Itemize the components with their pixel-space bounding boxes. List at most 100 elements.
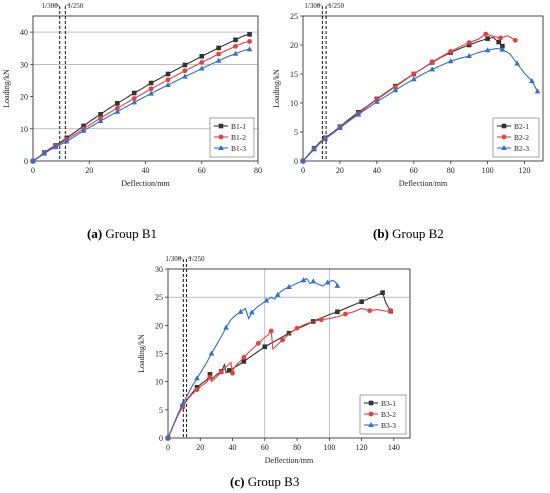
x-tick-label: 120 [519,166,531,175]
chart-b2-svg: 0 20 40 60 80 100 120 0 5 10 15 20 25 Deflection/mm Lo… [272,2,544,188]
data-point-b2-3 [484,47,491,53]
data-point-b2-2 [392,84,398,90]
x-tick-label: 0 [166,443,170,452]
data-point-b3-1 [227,368,232,373]
series-b1-2 [30,39,252,164]
caption-b3: (c) Group B3 [230,474,299,490]
series-b1-3 [30,46,253,163]
data-point-b3-3 [208,350,215,356]
data-point-b1-3 [148,90,154,96]
x-tick-label: 60 [410,166,418,175]
data-point-b3-3 [263,297,270,303]
legend-marker-b3-1 [368,400,374,406]
y-tick-label: 5 [294,128,298,137]
data-point-b2-2 [498,35,503,41]
x-tick-label: 120 [356,443,368,452]
y-tick-label: 0 [294,157,298,166]
y-tick-label: 20 [290,41,298,50]
chart-b3-svg: 0 20 40 60 80 100 120 140 0 5 10 15 20 25 30 Deflection… [137,255,411,465]
x-tick-label: 0 [31,166,35,175]
data-point-b1-3 [198,65,205,71]
data-point-b2-2 [448,48,454,54]
data-point-b1-2 [148,86,154,92]
data-point-b3-3 [165,435,171,440]
data-point-b3-2 [241,355,247,360]
data-point-b3-3 [334,282,341,288]
series-b3-3 [165,277,341,440]
series-b1-1 [30,32,252,164]
data-point-b2-1 [485,36,490,41]
data-point-b3-3 [286,284,292,290]
data-point-b1-1 [165,71,171,77]
data-point-b3-1 [262,344,268,350]
data-point-b3-3 [249,309,255,315]
y-tick-label: 30 [155,265,163,274]
data-point-b3-2 [388,308,394,314]
chart-panel-b3: 0 20 40 60 80 100 120 140 0 5 10 15 20 25 30 Deflection… [130,252,420,493]
data-point-b2-3 [355,111,362,117]
data-point-b1-2 [131,96,137,101]
y-tick-label: 15 [155,350,163,359]
data-point-b2-3 [392,87,399,93]
x-tick-label: 140 [388,443,400,452]
legend-marker-b2-2 [501,134,507,140]
data-point-b3-1 [207,372,213,377]
legend-label-b3-3: B3-3 [381,421,396,430]
series-b2-3 [300,46,541,163]
data-point-b3-1 [380,290,385,295]
data-point-b2-3 [514,60,520,66]
y-tick-label: 0 [24,157,28,166]
legend-label-b1-3: B1-3 [231,144,246,153]
data-point-b1-1 [148,80,154,86]
data-point-b1-1 [81,123,86,129]
data-point-b2-1 [496,39,501,45]
series-line-b3-3 [167,277,338,439]
legend-b2: B2-1 B2-2 B2-3 [492,117,540,158]
y-tick-label: 15 [290,70,298,79]
caption-b1: (a) Group B1 [87,226,157,242]
data-point-b1-2 [182,68,188,74]
ref-label-1-300: 1/300 [165,255,181,263]
series-line-b3-1 [167,291,392,439]
series-b3-1 [165,290,393,441]
caption-letter-b3: (c) [230,474,245,489]
y-tick-label: 0 [159,434,163,443]
y-tick-label: 10 [20,125,28,134]
ref-label-1-250: 1/250 [189,255,205,263]
legend-marker-b1-3 [218,145,224,150]
data-point-b1-1 [216,45,221,51]
data-point-b1-2 [165,77,171,83]
legend-marker-b3-3 [368,422,374,427]
x-tick-label: 100 [482,166,494,175]
series-b3-2 [165,307,394,441]
data-point-b3-3 [179,401,186,407]
y-tick-label: 25 [290,12,298,21]
data-point-b3-2 [343,311,348,317]
legend-b3: B3-1 B3-2 B3-3 [359,394,407,435]
chart-b1-svg: 0 20 40 60 80 0 10 20 30 40 Deflection/mm Loading/k… [2,2,262,188]
data-point-b2-2 [483,31,489,37]
chart-panel-b2: 0 20 40 60 80 100 120 0 5 10 15 20 25 Deflection/mm Lo… [270,0,550,250]
data-point-b3-2 [218,369,224,375]
y-tick-label: 20 [20,93,28,102]
y-axis-label: Loading/kN [137,334,146,373]
x-tick-label: 100 [323,443,335,452]
data-point-b3-2 [280,337,285,343]
y-axis-label: Loading/kN [2,69,11,108]
data-point-b1-2 [233,43,238,49]
data-point-b1-1 [182,62,188,68]
x-axis-label: Deflection/mm [121,179,170,188]
legend-marker-b1-2 [218,134,224,140]
y-tick-label: 20 [155,321,163,330]
chart-panel-b1: 0 20 40 60 80 0 10 20 30 40 Deflection/mm Loading/k… [0,0,265,250]
x-tick-label: 40 [229,443,237,452]
data-point-b3-2 [255,340,261,346]
x-tick-label: 20 [336,166,344,175]
data-point-b3-2 [318,317,324,323]
series-line-b3-2 [167,307,391,439]
ref-label-1-300: 1/300 [42,2,58,10]
data-point-b2-2 [512,37,518,43]
series-line-b2-1 [302,36,503,162]
data-point-b3-2 [268,328,274,334]
data-point-b2-3 [311,146,317,152]
